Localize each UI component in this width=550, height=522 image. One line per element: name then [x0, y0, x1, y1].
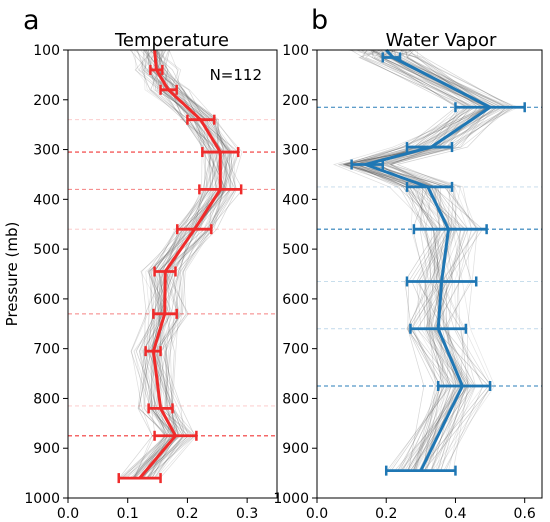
x-tick-label: 0.2	[375, 506, 397, 522]
temperature-panel: a Temperature 100 200 300 400 500 600 700 800 90…	[23, 5, 278, 522]
y-tick-label: 100	[282, 43, 309, 59]
error-bar	[201, 147, 240, 158]
error-bar	[384, 465, 457, 476]
y-tick-label: 200	[282, 93, 309, 109]
y-tick-label: 400	[33, 192, 60, 208]
y-ticks: 100 200 300 400 500 600 700 800 900 1000	[273, 43, 317, 507]
plot-frame	[67, 49, 278, 499]
x-tick-label: 0.4	[444, 506, 466, 522]
error-bar	[198, 184, 243, 195]
error-bar	[147, 403, 174, 414]
y-ticks: 100 200 300 400 500 600 700 800 900 1000	[24, 43, 68, 507]
error-bar	[176, 224, 213, 235]
y-tick-label: 700	[33, 342, 60, 358]
x-tick-label: 0.6	[514, 506, 536, 522]
profile-line	[338, 50, 461, 471]
y-tick-label: 900	[33, 441, 60, 457]
y-axis-label: Pressure (mb)	[3, 222, 21, 327]
error-bar	[405, 142, 454, 153]
individual-profiles	[332, 50, 520, 471]
y-tick-label: 700	[282, 342, 309, 358]
profile-line	[355, 50, 471, 471]
individual-profiles	[118, 50, 244, 479]
error-bar	[117, 473, 162, 484]
profile-line	[389, 50, 503, 471]
x-tick-label: 0.2	[176, 506, 198, 522]
y-tick-label: 400	[282, 192, 309, 208]
y-tick-label: 300	[282, 143, 309, 159]
y-tick-label: 100	[33, 43, 60, 59]
error-bar	[152, 308, 178, 319]
x-tick-label: 0.1	[117, 506, 139, 522]
x-tick-label: 0.0	[57, 506, 79, 522]
profile-line	[353, 50, 460, 471]
error-bar	[405, 181, 454, 192]
profile-line	[396, 50, 507, 471]
water-vapor-title: Water Vapor	[386, 30, 497, 51]
y-tick-label: 800	[33, 391, 60, 407]
y-tick-label: 1000	[24, 491, 60, 507]
panel-letter-a: a	[23, 5, 40, 36]
error-bar	[159, 84, 178, 95]
profile-line	[369, 50, 507, 471]
error-bar	[412, 224, 488, 235]
y-tick-label: 200	[33, 93, 60, 109]
error-bar	[149, 64, 164, 75]
error-bar	[153, 266, 177, 277]
profile-line	[359, 50, 490, 471]
panel-letter-b: b	[311, 5, 328, 36]
error-bar	[153, 430, 198, 441]
profile-line	[390, 50, 520, 471]
plot-frame	[316, 49, 543, 499]
profile-line	[361, 50, 499, 471]
error-bars	[350, 52, 526, 476]
x-ticks: 0.0 0.2 0.4 0.6	[306, 498, 536, 522]
profile-line	[380, 50, 516, 471]
error-bars	[117, 64, 243, 484]
temperature-title: Temperature	[114, 30, 229, 51]
error-bar	[405, 276, 478, 287]
y-tick-label: 500	[282, 242, 309, 258]
x-tick-label: 0.0	[306, 506, 328, 522]
error-bar	[436, 381, 492, 391]
profile-line	[344, 50, 470, 471]
profile-line	[351, 50, 472, 471]
error-bar	[381, 52, 402, 63]
y-tick-label: 800	[282, 391, 309, 407]
y-tick-label: 600	[282, 292, 309, 308]
error-bar	[144, 346, 162, 357]
profile-line	[345, 50, 489, 471]
y-tick-label: 600	[33, 292, 60, 308]
profile-line	[386, 50, 499, 471]
error-bar	[350, 159, 385, 170]
sample-count-annotation: N=112	[210, 66, 262, 84]
error-bar	[409, 323, 468, 334]
error-bar	[186, 114, 216, 125]
x-ticks: 0.0 0.1 0.2 0.3	[57, 498, 258, 522]
profile-line	[342, 50, 486, 471]
profile-line	[357, 50, 469, 471]
y-tick-label: 900	[282, 441, 309, 457]
water-vapor-panel: b Water Vapor 100 200 300 400 500 600 700 800 90…	[273, 5, 543, 522]
y-tick-label: 1000	[273, 491, 309, 507]
error-bar	[454, 102, 526, 113]
y-tick-label: 500	[33, 242, 60, 258]
y-tick-label: 300	[33, 143, 60, 159]
profile-line	[332, 50, 488, 471]
x-tick-label: 0.3	[236, 506, 258, 522]
